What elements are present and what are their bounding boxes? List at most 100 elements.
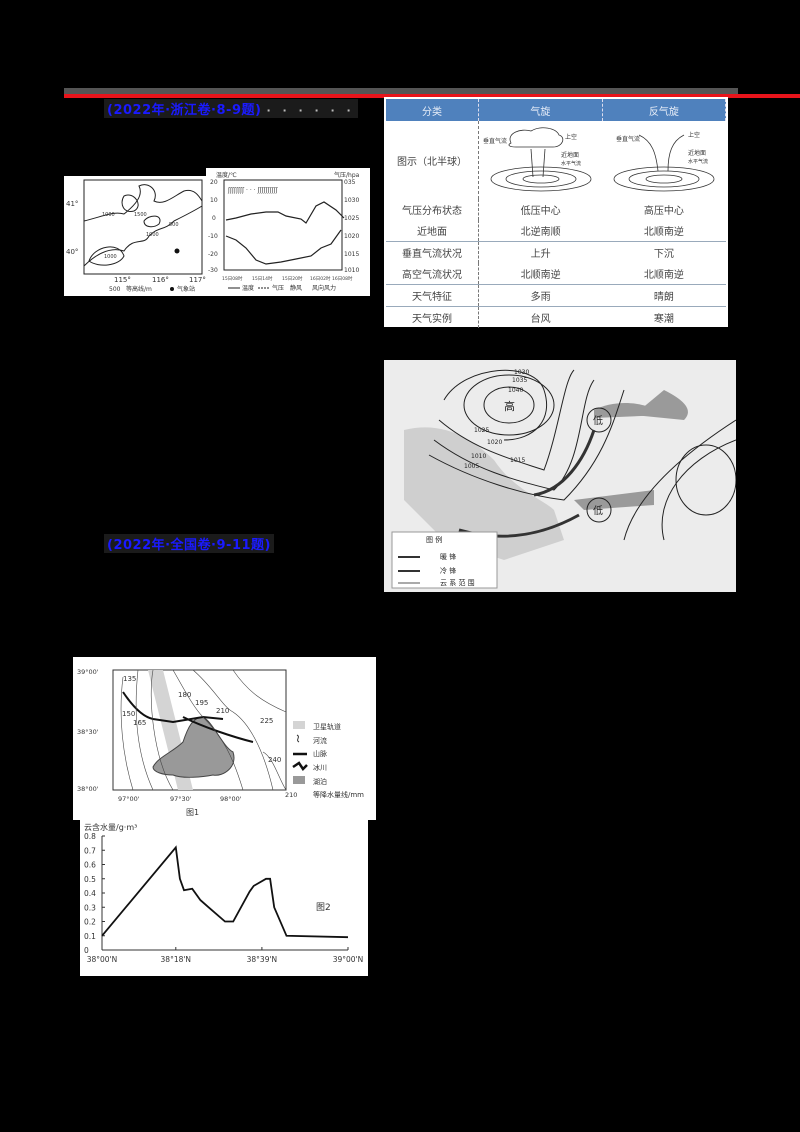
map-legend bbox=[391, 531, 498, 589]
table-header-cyclone: 气旋 bbox=[478, 99, 603, 121]
svg-text:0.3: 0.3 bbox=[84, 903, 96, 912]
heading-1-tail: · · · · · · bbox=[266, 104, 355, 117]
svg-text:0.4: 0.4 bbox=[84, 889, 96, 898]
svg-text:15日08时: 15日08时 bbox=[222, 275, 243, 282]
svg-text:卫星轨道: 卫星轨道 bbox=[313, 722, 341, 731]
weather-time-series-chart: 温度/℃ 气压/hpa 20 10 0 -10 -20 -30 035 1030… bbox=[206, 168, 370, 296]
svg-text:1000: 1000 bbox=[102, 212, 115, 218]
svg-text:97°30': 97°30' bbox=[170, 795, 192, 803]
svg-text:0.1: 0.1 bbox=[84, 932, 96, 941]
svg-text:500: 500 bbox=[169, 222, 179, 228]
table-row: 气压分布状态 低压中心 高压中心 bbox=[386, 199, 726, 220]
table-row: 天气特征 多雨 晴朗 bbox=[386, 284, 726, 307]
svg-text:上空: 上空 bbox=[688, 131, 700, 139]
svg-text:1005: 1005 bbox=[464, 463, 479, 470]
svg-text:1020: 1020 bbox=[344, 233, 359, 240]
table-header-anticyclone: 反气旋 bbox=[602, 99, 727, 121]
svg-text:水平气流: 水平气流 bbox=[688, 158, 708, 165]
svg-text:0: 0 bbox=[212, 215, 216, 222]
svg-text:1035: 1035 bbox=[512, 377, 527, 384]
svg-text:38°00'N: 38°00'N bbox=[87, 955, 118, 964]
svg-text:温度: 温度 bbox=[242, 284, 254, 292]
svg-text:0: 0 bbox=[84, 946, 89, 955]
svg-text:41°: 41° bbox=[66, 200, 78, 208]
svg-text:-20: -20 bbox=[208, 251, 218, 258]
svg-text:暖 锋: 暖 锋 bbox=[440, 552, 456, 561]
svg-text:-30: -30 bbox=[208, 267, 218, 274]
svg-text:1020: 1020 bbox=[487, 439, 502, 446]
y-axis-title: 云含水量/g·m³ bbox=[84, 822, 137, 832]
heading-1-text: (2022年·浙江卷·8-9题) bbox=[107, 103, 262, 118]
svg-text:低: 低 bbox=[593, 504, 603, 517]
header-rule-gray bbox=[64, 88, 738, 94]
question-heading-2: (2022年·全国卷·9-11题) bbox=[104, 534, 274, 553]
svg-text:165: 165 bbox=[133, 719, 146, 727]
svg-text:1030: 1030 bbox=[514, 369, 529, 376]
svg-text:河流: 河流 bbox=[313, 736, 327, 745]
svg-text:1500: 1500 bbox=[134, 212, 147, 218]
svg-text:20: 20 bbox=[210, 179, 218, 186]
svg-text:15日20时: 15日20时 bbox=[282, 275, 303, 282]
svg-text:0.2: 0.2 bbox=[84, 918, 96, 927]
svg-text:1010: 1010 bbox=[344, 267, 359, 274]
svg-text:16日08时: 16日08时 bbox=[332, 275, 353, 282]
svg-text:图1: 图1 bbox=[186, 808, 199, 817]
svg-text:山脉: 山脉 bbox=[313, 749, 327, 758]
svg-text:1000: 1000 bbox=[146, 232, 159, 238]
svg-text:冷 锋: 冷 锋 bbox=[440, 566, 456, 575]
figure-2-cloud-water-chart: 云含水量/g·m³ 0 0.1 0.2 0.3 0.4 0.5 0.6 0.7 0.8 38°0… bbox=[80, 820, 368, 976]
svg-text:39°00': 39°00' bbox=[77, 668, 99, 676]
topographic-map: 41° 40° 115° 116° 117° 1000 1500 500 100… bbox=[64, 176, 206, 296]
header-rule-red bbox=[64, 94, 800, 98]
svg-text:水平气流: 水平气流 bbox=[561, 160, 581, 167]
svg-text:1025: 1025 bbox=[344, 215, 359, 222]
svg-text:39°00'N: 39°00'N bbox=[333, 955, 364, 964]
svg-text:-10: -10 bbox=[208, 233, 218, 240]
cloud-water-line bbox=[101, 845, 349, 939]
svg-text:温度/℃: 温度/℃ bbox=[216, 171, 237, 179]
svg-text:1040: 1040 bbox=[508, 387, 523, 394]
svg-text:1025: 1025 bbox=[474, 427, 489, 434]
svg-text:ʃʃʃʃʃʃʃʃ · · · ʃʃʃʃʃʃʃʃʃʃ: ʃʃʃʃʃʃʃʃ · · · ʃʃʃʃʃʃʃʃʃʃ bbox=[227, 187, 279, 194]
svg-text:冰川: 冰川 bbox=[313, 763, 327, 772]
table-row: 高空气流状况 北顺南逆 北顺南逆 bbox=[386, 263, 726, 285]
svg-text:035: 035 bbox=[344, 179, 356, 186]
svg-text:气压: 气压 bbox=[272, 284, 284, 292]
svg-text:等高线/m: 等高线/m bbox=[126, 285, 152, 293]
svg-text:38°39'N: 38°39'N bbox=[247, 955, 278, 964]
svg-text:近地面: 近地面 bbox=[688, 149, 706, 157]
svg-text:225: 225 bbox=[260, 717, 273, 725]
synoptic-weather-map: 高 低 低 1030 1035 1040 1025 1020 1015 1010… bbox=[384, 360, 737, 592]
svg-text:15日14时: 15日14时 bbox=[252, 275, 273, 282]
svg-text:1000: 1000 bbox=[104, 254, 117, 260]
svg-text:116°: 116° bbox=[152, 276, 169, 284]
svg-text:0.5: 0.5 bbox=[84, 875, 96, 884]
svg-text:1030: 1030 bbox=[344, 197, 359, 204]
cyclone-anticyclone-table: 分类 气旋 反气旋 图示（北半球） 垂直气流 上空 近地面 水平气流 bbox=[384, 97, 728, 328]
svg-text:115°: 115° bbox=[114, 276, 131, 284]
svg-text:16日02时: 16日02时 bbox=[310, 275, 331, 282]
svg-text:210: 210 bbox=[216, 707, 229, 715]
svg-text:高: 高 bbox=[504, 399, 515, 413]
svg-text:云 系 范 围: 云 系 范 围 bbox=[440, 578, 475, 587]
svg-text:近地面: 近地面 bbox=[561, 151, 579, 159]
figure-1-precipitation-map: 39°00' 38°30' 38°00' 97°00' 97°30' 98°00… bbox=[73, 657, 376, 820]
svg-text:1010: 1010 bbox=[471, 453, 486, 460]
svg-text:98°00': 98°00' bbox=[220, 795, 242, 803]
table-header-category: 分类 bbox=[386, 99, 479, 121]
svg-text:117°: 117° bbox=[189, 276, 206, 284]
row-label-diagram: 图示（北半球） bbox=[386, 121, 479, 199]
svg-text:195: 195 bbox=[195, 699, 208, 707]
svg-text:垂直气流: 垂直气流 bbox=[616, 135, 640, 143]
table-row: 天气实例 台风 寒潮 bbox=[386, 306, 726, 328]
heading-2-text: (2022年·全国卷·9-11题) bbox=[107, 538, 271, 553]
svg-text:图 例: 图 例 bbox=[426, 535, 442, 544]
svg-text:低: 低 bbox=[593, 414, 603, 427]
svg-text:97°00': 97°00' bbox=[118, 795, 140, 803]
svg-text:气象站: 气象站 bbox=[177, 285, 195, 293]
svg-text:等降水量线/mm: 等降水量线/mm bbox=[313, 790, 364, 799]
table-row: 垂直气流状况 上升 下沉 bbox=[386, 241, 726, 263]
svg-text:10: 10 bbox=[210, 197, 218, 204]
cyclone-diagram: 垂直气流 上空 近地面 水平气流 bbox=[479, 121, 603, 199]
svg-text:1015: 1015 bbox=[344, 251, 359, 258]
